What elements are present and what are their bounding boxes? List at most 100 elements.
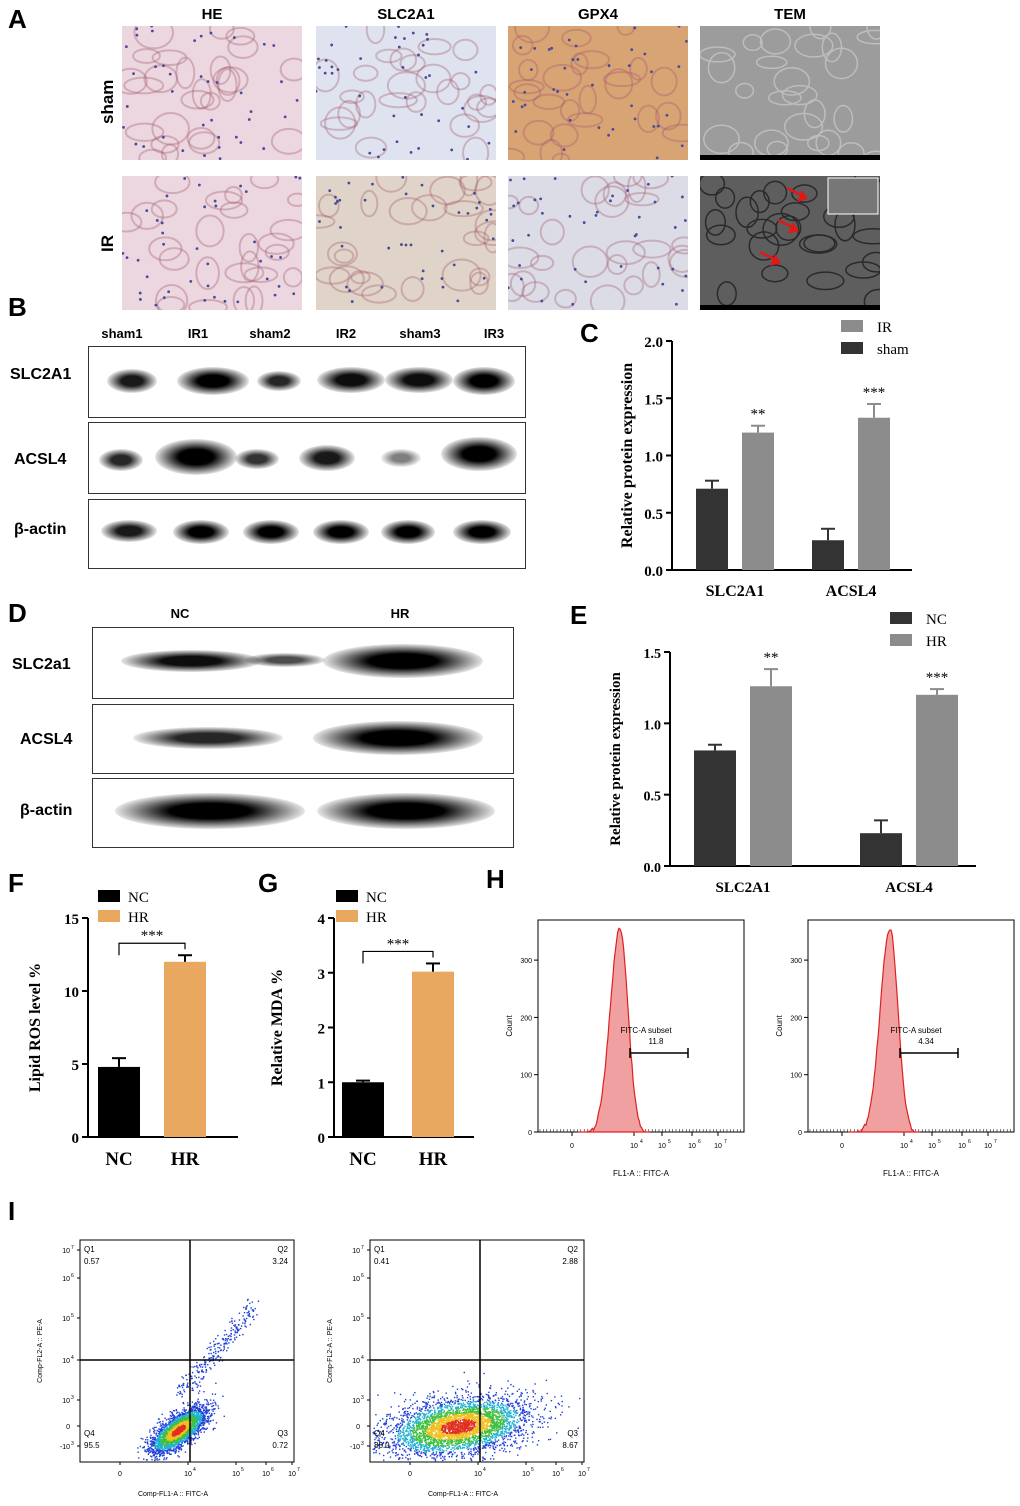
- event-dot: [216, 1356, 218, 1358]
- event-dot: [213, 1355, 215, 1357]
- event-dot: [187, 1382, 189, 1384]
- legend-swatch-nc: [336, 890, 358, 902]
- tubule-outline: [360, 189, 379, 218]
- event-dot: [175, 1438, 177, 1440]
- event-dot: [469, 1427, 471, 1429]
- event-dot: [164, 1434, 167, 1436]
- event-dot: [214, 1402, 217, 1405]
- event-dot: [185, 1413, 187, 1415]
- event-dot: [466, 1438, 468, 1441]
- event-dot: [156, 1435, 159, 1437]
- scale-bar: [700, 155, 880, 160]
- tubule-outline: [282, 267, 302, 288]
- nucleus-dot: [213, 199, 217, 203]
- nucleus-dot: [336, 68, 340, 72]
- event-dot: [166, 1457, 168, 1459]
- event-dot: [177, 1437, 180, 1440]
- event-dot: [196, 1413, 198, 1416]
- nucleus-dot: [213, 295, 216, 299]
- nucleus-dot: [597, 126, 601, 130]
- event-dot: [249, 1323, 252, 1326]
- nucleus-dot: [236, 300, 240, 304]
- event-dot: [147, 1443, 149, 1445]
- event-dot: [157, 1439, 159, 1441]
- event-dot: [187, 1443, 189, 1445]
- event-dot: [208, 1417, 210, 1420]
- significance-stars: ***: [926, 670, 949, 686]
- event-dot: [158, 1447, 160, 1449]
- event-dot: [494, 1439, 497, 1441]
- event-dot: [153, 1451, 155, 1454]
- event-dot: [498, 1444, 501, 1447]
- event-dot: [148, 1452, 150, 1454]
- event-dot: [410, 1427, 413, 1429]
- event-dot: [202, 1424, 204, 1427]
- blot-label-beta-actin-d: β-actin: [20, 802, 73, 819]
- event-dot: [161, 1450, 164, 1452]
- tubule-outline: [783, 112, 824, 141]
- event-dot: [175, 1429, 178, 1431]
- event-dot: [481, 1399, 484, 1401]
- event-dot: [166, 1429, 168, 1431]
- nucleus-dot: [292, 292, 296, 296]
- nucleus-dot: [426, 37, 429, 41]
- event-dot: [543, 1421, 546, 1423]
- event-dot: [470, 1424, 473, 1426]
- event-dot: [196, 1369, 198, 1372]
- tubule-outline: [632, 239, 672, 259]
- event-dot: [168, 1421, 170, 1423]
- event-dot: [181, 1428, 184, 1430]
- event-dot: [148, 1447, 150, 1450]
- event-dot: [158, 1449, 161, 1452]
- event-dot: [187, 1425, 190, 1428]
- event-dot: [201, 1423, 203, 1425]
- event-dot: [434, 1412, 436, 1414]
- tubule-outline: [807, 134, 830, 152]
- event-dot: [509, 1421, 512, 1423]
- event-dot: [143, 1446, 145, 1449]
- event-dot: [499, 1415, 501, 1417]
- event-dot: [237, 1323, 240, 1326]
- event-dot: [178, 1415, 181, 1417]
- nucleus-dot: [387, 246, 391, 250]
- event-dot: [182, 1432, 184, 1435]
- event-dot: [167, 1435, 170, 1437]
- blot-label-slc2a1-d: SLC2a1: [12, 656, 71, 673]
- event-dot: [197, 1437, 199, 1440]
- event-dot: [195, 1402, 197, 1404]
- event-dot: [431, 1439, 434, 1441]
- tubule-outline: [518, 195, 540, 216]
- event-dot: [420, 1432, 422, 1434]
- event-dot: [210, 1352, 212, 1355]
- event-dot: [167, 1443, 169, 1445]
- event-dot: [179, 1393, 181, 1395]
- event-dot: [523, 1401, 525, 1403]
- row-label-sham: sham: [98, 79, 117, 124]
- event-dot: [185, 1437, 187, 1439]
- nucleus-dot: [670, 176, 674, 178]
- event-dot: [474, 1444, 476, 1446]
- event-dot: [198, 1403, 201, 1406]
- event-dot: [425, 1454, 427, 1456]
- event-dot: [379, 1441, 381, 1443]
- event-dot: [378, 1438, 380, 1440]
- tubule-outline: [578, 84, 597, 115]
- event-dot: [439, 1448, 441, 1451]
- event-dot: [492, 1441, 494, 1443]
- tubule-outline: [594, 185, 630, 218]
- event-dot: [204, 1406, 206, 1408]
- event-dot: [161, 1444, 164, 1446]
- event-dot: [203, 1431, 206, 1433]
- x-tick-exponent: 7: [994, 1139, 997, 1145]
- tubule-outline: [508, 79, 545, 95]
- event-dot: [248, 1310, 250, 1312]
- event-dot: [507, 1411, 509, 1413]
- event-dot: [172, 1430, 174, 1433]
- event-dot: [213, 1362, 215, 1364]
- nucleus-dot: [203, 205, 207, 209]
- event-dot: [154, 1457, 156, 1459]
- event-dot: [166, 1441, 168, 1443]
- event-dot: [539, 1416, 542, 1418]
- nucleus-dot: [626, 189, 629, 192]
